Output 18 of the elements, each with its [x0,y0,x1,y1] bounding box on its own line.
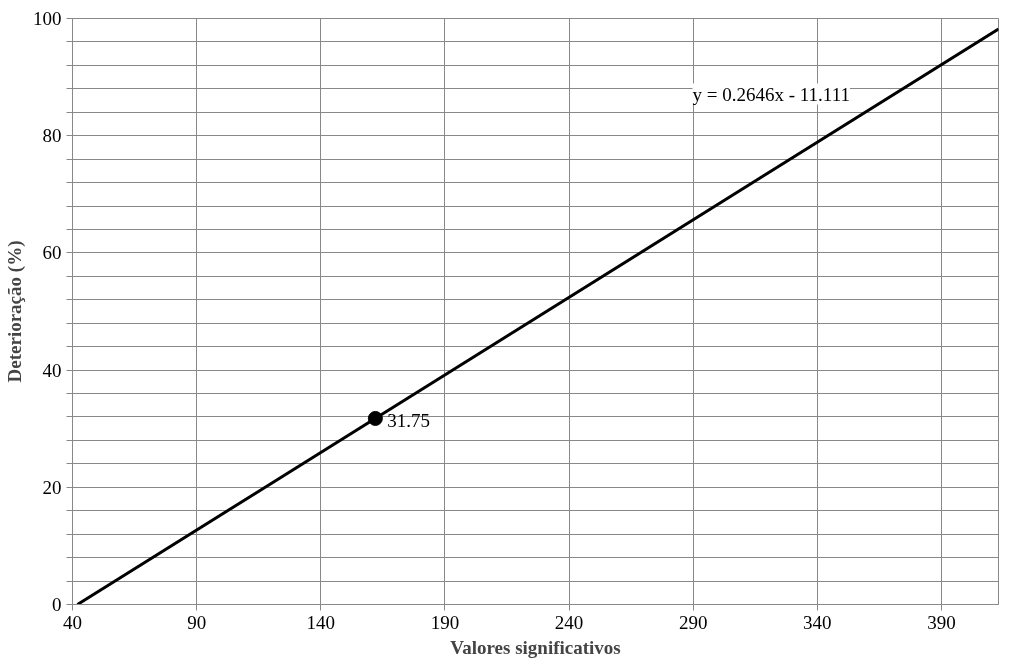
x-tick-label: 140 [306,611,336,633]
x-tick-label: 40 [63,611,82,633]
x-tick-label: 90 [187,611,207,633]
annotation: y = 0.2646x - 11.111 [692,83,850,105]
x-tick-label: 240 [554,611,584,633]
x-axis-title: Valores significativos [450,636,621,658]
y-axis-title: Deterioração (%) [4,240,26,383]
x-tick-label: 190 [430,611,460,633]
data-label: 31.75 [387,410,431,432]
y-tick-label: 40 [42,359,62,381]
y-tick-label: 20 [42,476,62,498]
x-tick-label: 390 [927,611,956,633]
x-tick-label: 340 [803,611,832,633]
y-tick-label: 80 [42,125,62,147]
y-tick-label: 100 [33,8,62,29]
y-tick-label: 60 [42,242,62,264]
y-tick-label: 0 [52,594,62,615]
x-tick-label: 290 [678,611,708,633]
